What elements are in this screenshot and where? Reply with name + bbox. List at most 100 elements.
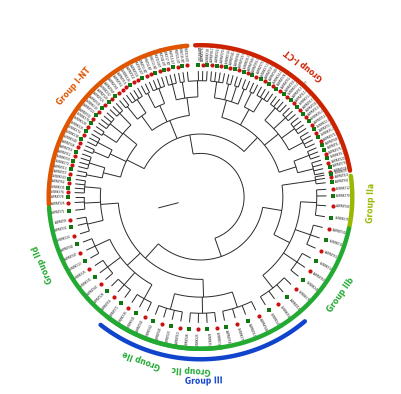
Text: AtWRKY51-CT: AtWRKY51-CT: [281, 72, 295, 90]
Text: AtWRKY17-1-CT: AtWRKY17-1-CT: [292, 80, 310, 99]
Text: AtWRKY3-NT: AtWRKY3-NT: [136, 56, 147, 74]
Text: EcWRKY4-CT: EcWRKY4-CT: [273, 67, 286, 84]
Text: EcWRKY43: EcWRKY43: [269, 312, 279, 327]
Text: AtWRKY40: AtWRKY40: [196, 47, 200, 61]
Text: AtWRKY42: AtWRKY42: [60, 244, 75, 253]
Text: AtWRKY71: AtWRKY71: [109, 304, 120, 318]
Text: EcWRKY10-CT: EcWRKY10-CT: [225, 45, 232, 64]
Text: EcWRKY79: EcWRKY79: [75, 111, 89, 123]
Text: EcWRKY42: EcWRKY42: [145, 323, 154, 338]
Text: AtWRKY45: AtWRKY45: [155, 326, 163, 341]
Text: AtWRKY52: AtWRKY52: [111, 74, 122, 88]
Text: EcWRKY43: EcWRKY43: [51, 174, 67, 180]
Text: AtWRKY10: AtWRKY10: [175, 331, 181, 346]
Text: AtWRKY19: AtWRKY19: [334, 173, 349, 179]
Text: EcWRKY5: EcWRKY5: [206, 333, 210, 346]
Text: AtWRKY56: AtWRKY56: [101, 298, 113, 312]
Text: AtWRKY16: AtWRKY16: [115, 71, 126, 85]
Text: EcWRKY3-CT: EcWRKY3-CT: [288, 80, 303, 96]
Text: AtWRKY78: AtWRKY78: [51, 195, 65, 199]
Text: EcWRKY26: EcWRKY26: [119, 69, 130, 83]
Text: AtWRKY43: AtWRKY43: [336, 204, 350, 210]
Text: EcWRKY38: EcWRKY38: [65, 129, 79, 139]
Text: AtWRKY11-CT: AtWRKY11-CT: [295, 86, 311, 102]
Text: AtWRKY28: AtWRKY28: [93, 292, 106, 305]
Text: AtWRKY46: AtWRKY46: [185, 332, 190, 347]
Text: EcWRKY50: EcWRKY50: [56, 154, 71, 162]
Text: AtWRKY4-NT: AtWRKY4-NT: [141, 54, 152, 72]
Text: Group I-CT: Group I-CT: [283, 47, 325, 82]
Text: EcWRKY24: EcWRKY24: [56, 235, 71, 243]
Text: EcWRKY7-CT: EcWRKY7-CT: [260, 59, 272, 77]
Text: AtWRKY29: AtWRKY29: [95, 87, 108, 101]
Text: EcWRKY12: EcWRKY12: [215, 331, 221, 346]
Text: AtWRKY55-CT: AtWRKY55-CT: [252, 54, 263, 73]
Text: EcWRKY8-CT: EcWRKY8-CT: [243, 52, 252, 69]
Text: EcWRKY13-NT: EcWRKY13-NT: [146, 50, 156, 70]
Text: EcWRKY9: EcWRKY9: [334, 169, 347, 175]
Text: AtWRKY69: AtWRKY69: [103, 81, 115, 95]
Text: AtWRKY19-NT: AtWRKY19-NT: [182, 43, 188, 62]
Text: EcWRKY75: EcWRKY75: [297, 290, 310, 303]
Text: EcWRKY48: EcWRKY48: [62, 134, 77, 144]
Text: EcWRKY10: EcWRKY10: [84, 99, 98, 112]
Text: AtWRKY53-CT: AtWRKY53-CT: [284, 76, 300, 93]
Text: Group IIc: Group IIc: [172, 364, 211, 375]
Text: EcWRKY1-CT: EcWRKY1-CT: [298, 91, 314, 106]
Text: AtWRKY34-CT: AtWRKY34-CT: [333, 165, 353, 173]
Text: AtWRKY23-CT: AtWRKY23-CT: [238, 48, 248, 68]
Text: AtWRKY46: AtWRKY46: [258, 318, 268, 333]
Text: AtWRKY62: AtWRKY62: [51, 179, 66, 185]
Text: AtWRKY31: AtWRKY31: [54, 225, 69, 233]
Text: AtWRKY30: AtWRKY30: [332, 228, 346, 235]
Text: AtWRKY43: AtWRKY43: [86, 284, 99, 297]
Text: EcWRKY25: EcWRKY25: [69, 120, 84, 131]
Text: AtWRKY17-CT: AtWRKY17-CT: [302, 94, 319, 110]
Text: AtWRKY76: AtWRKY76: [201, 47, 205, 61]
Text: EcWRKY6-CT: EcWRKY6-CT: [310, 108, 327, 121]
Text: AtWRKY15: AtWRKY15: [288, 298, 300, 312]
Text: AtWRKY40-CT: AtWRKY40-CT: [269, 63, 282, 82]
Text: AtWRKY46: AtWRKY46: [61, 139, 75, 148]
Text: AtWRKY43-CT: AtWRKY43-CT: [324, 135, 344, 146]
Text: EcWRKY76: EcWRKY76: [50, 190, 65, 194]
Text: AtWRKY32: AtWRKY32: [78, 107, 92, 119]
Text: AtWRKY15-NT: AtWRKY15-NT: [166, 45, 174, 65]
Text: AtWRKY53: AtWRKY53: [59, 144, 74, 152]
Text: AtWRKY57: AtWRKY57: [53, 169, 67, 175]
Text: AtWRKY1-CT: AtWRKY1-CT: [326, 140, 344, 150]
Text: AtWRKY13-CT: AtWRKY13-CT: [308, 102, 325, 117]
Text: EcWRKY70: EcWRKY70: [336, 194, 351, 198]
Text: EcWRKY75: EcWRKY75: [334, 216, 349, 223]
Text: AtWRKY54: AtWRKY54: [225, 330, 231, 345]
Text: EcWRKY12: EcWRKY12: [336, 186, 351, 191]
Text: EcWRKY14: EcWRKY14: [318, 261, 333, 271]
Text: EcWRKY41: EcWRKY41: [126, 315, 136, 329]
Text: AtWRKY9: AtWRKY9: [54, 219, 67, 225]
Text: AtWRKY13: AtWRKY13: [53, 164, 68, 171]
Text: Group IIe: Group IIe: [121, 348, 162, 370]
Text: EcWRKY5-CT: EcWRKY5-CT: [320, 126, 338, 137]
Text: EcWRKY70: EcWRKY70: [236, 327, 244, 342]
Text: EcWRKY17-NT: EcWRKY17-NT: [161, 46, 170, 66]
Text: AtWRKY51: AtWRKY51: [324, 250, 338, 260]
Text: AtWRKY11: AtWRKY11: [247, 323, 256, 338]
Text: EcWRKY31: EcWRKY31: [51, 184, 65, 190]
Text: AtWRKY22-CT: AtWRKY22-CT: [215, 43, 221, 63]
Text: EcWRKY41: EcWRKY41: [305, 281, 319, 293]
Text: AtWRKY65-CT: AtWRKY65-CT: [234, 47, 243, 67]
Text: AtWRKY14: AtWRKY14: [124, 66, 134, 80]
Text: AtWRKY32-CT: AtWRKY32-CT: [305, 98, 322, 113]
Text: EcWRKY54: EcWRKY54: [279, 306, 290, 320]
Text: AtWRKY69-CT: AtWRKY69-CT: [247, 52, 258, 71]
Text: EcWRKY2-CT: EcWRKY2-CT: [316, 116, 333, 129]
Text: AtWRKY58-NT: AtWRKY58-NT: [131, 57, 143, 76]
Text: AtWRKY41: AtWRKY41: [135, 319, 145, 334]
Text: EcWRKY36: EcWRKY36: [117, 310, 128, 324]
Text: AtWRKY26: AtWRKY26: [51, 201, 65, 206]
Text: AtWRKY54: AtWRKY54: [335, 178, 350, 184]
Text: Group IId: Group IId: [31, 243, 55, 284]
Text: EcWRKY9-CT: EcWRKY9-CT: [330, 150, 348, 159]
Text: AtWRKY44-NT: AtWRKY44-NT: [156, 48, 165, 67]
Text: AtWRKY73-CT: AtWRKY73-CT: [256, 56, 268, 75]
